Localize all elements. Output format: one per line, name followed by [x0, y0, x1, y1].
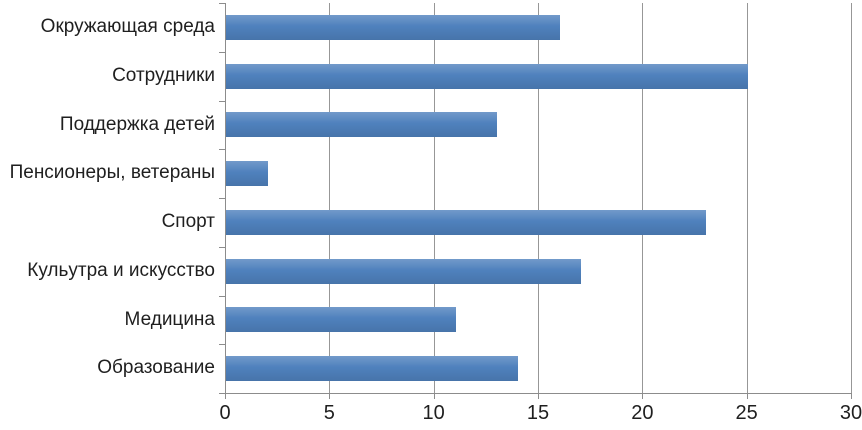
bar	[226, 14, 560, 40]
category-label: Медицина	[124, 308, 215, 330]
x-axis-tick-label: 0	[219, 402, 231, 424]
y-axis-tick-mark	[219, 344, 225, 346]
x-axis-tick-label: 5	[323, 402, 335, 424]
category-label: Кульутра и искусство	[27, 259, 215, 281]
x-axis-tick-mark	[433, 393, 435, 399]
bar	[226, 258, 581, 284]
gridline	[329, 3, 331, 393]
category-label: Поддержка детей	[59, 113, 215, 135]
bar	[226, 307, 456, 333]
y-axis-tick-mark	[219, 3, 225, 4]
gridline	[746, 3, 748, 393]
gridline	[538, 3, 539, 393]
y-axis-tick-mark	[219, 198, 225, 199]
y-axis-tick-mark	[219, 393, 225, 394]
category-label: Спорт	[161, 211, 215, 232]
x-axis-tick-mark	[538, 393, 539, 399]
x-axis-tick-mark	[225, 393, 226, 399]
gridline	[433, 3, 435, 393]
y-axis-tick-mark	[219, 246, 225, 248]
x-axis-tick-mark	[642, 393, 644, 399]
x-axis-tick-label: 30	[839, 402, 862, 424]
bar	[226, 209, 706, 235]
x-axis-tick-label: 20	[631, 402, 654, 424]
gridline	[642, 3, 644, 393]
bar	[226, 112, 498, 138]
y-axis-tick-mark	[219, 295, 225, 297]
x-axis-line	[225, 393, 852, 394]
x-axis-tick-label: 15	[526, 402, 550, 424]
x-axis-tick-label: 25	[735, 402, 758, 424]
category-label: Сотрудники	[112, 64, 215, 86]
y-axis-line	[225, 3, 226, 394]
x-axis-tick-mark	[851, 393, 852, 399]
x-axis-tick-mark	[746, 393, 748, 399]
category-label: Образование	[97, 357, 215, 379]
bar	[226, 63, 748, 89]
y-axis-tick-mark	[219, 149, 225, 151]
y-axis-tick-mark	[219, 51, 225, 53]
bar	[226, 161, 268, 187]
category-label: Окружающая среда	[40, 16, 215, 37]
bar	[226, 356, 519, 382]
category-label: Пенсионеры, ветераны	[9, 162, 215, 184]
x-axis-tick-mark	[329, 393, 331, 399]
x-axis-tick-label: 10	[422, 402, 445, 424]
gridline	[851, 3, 852, 393]
y-axis-tick-mark	[219, 100, 225, 102]
